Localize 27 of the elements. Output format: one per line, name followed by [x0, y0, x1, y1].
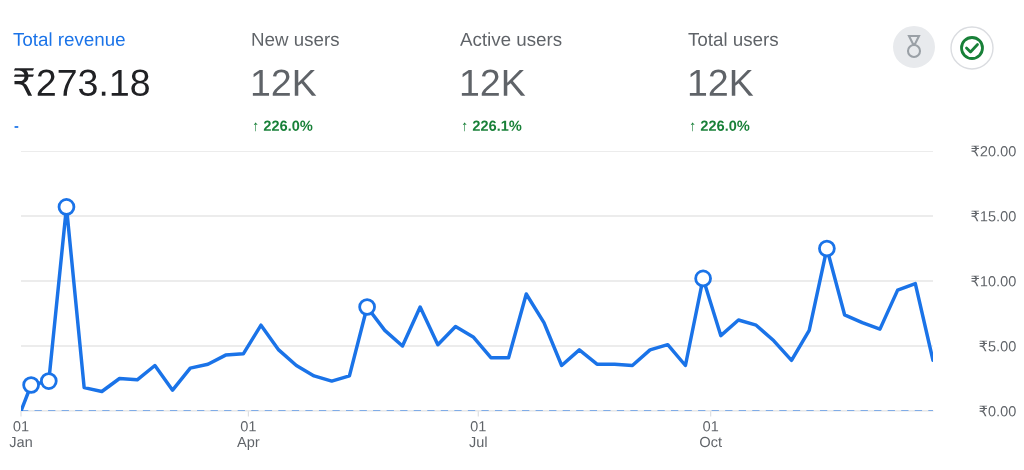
text: ₹273.18: [13, 68, 149, 97]
x-tick-label: 01 Jan: [9, 421, 32, 448]
point: [57, 198, 76, 216]
text: 12K: [689, 69, 754, 96]
x-tick-label: 01 Jul: [469, 421, 487, 448]
y-tick-label: ₹0.00: [979, 405, 1016, 417]
y-tick-label: ₹5.00: [979, 340, 1016, 352]
text: 12K: [461, 69, 526, 96]
point: [39, 372, 58, 390]
point: [358, 298, 376, 316]
point: [818, 239, 836, 258]
x-tick-label: 01 Apr: [237, 421, 260, 451]
point: [22, 376, 40, 394]
y-tick-label: ₹10.00: [971, 275, 1016, 287]
text: Total revenue: [13, 32, 125, 47]
x-tick-label: 01 Oct: [700, 421, 722, 448]
text: Active users: [460, 32, 562, 47]
text: Total users: [688, 32, 778, 47]
y-tick-label: ₹15.00: [971, 210, 1016, 222]
point: [694, 269, 712, 288]
text: -: [14, 126, 19, 128]
text: ↑ 226.0%: [690, 120, 750, 132]
text: New users: [252, 32, 339, 47]
text: ↑ 226.1%: [462, 120, 522, 132]
text: ↑ 226.0%: [253, 120, 313, 132]
text: 12K: [252, 69, 317, 96]
y-tick-label: ₹20.00: [971, 145, 1016, 157]
